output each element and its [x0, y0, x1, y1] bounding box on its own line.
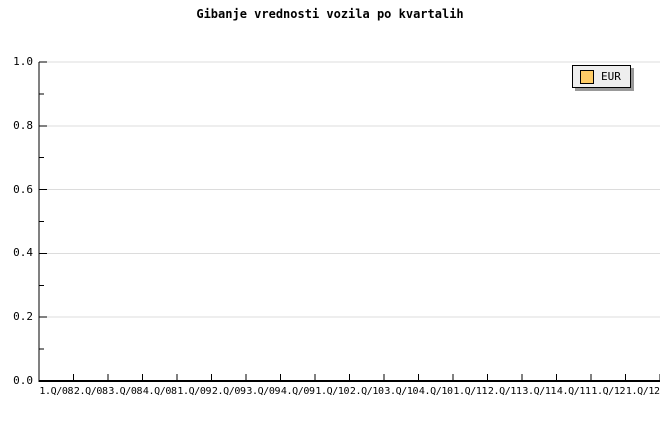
x-tick-label: 1.Q/09: [177, 386, 212, 397]
x-tick-label: 1.Q/12: [625, 386, 660, 397]
y-tick-label: 0.0: [13, 374, 33, 387]
legend-series-label: EUR: [601, 69, 621, 83]
chart-title: Gibanje vrednosti vozila po kvartalih: [196, 7, 464, 21]
legend-swatch-icon: [580, 69, 594, 84]
x-tick-label: 2.Q/11: [487, 386, 522, 397]
x-tick-label: 1.Q/08: [39, 386, 74, 397]
x-tick-label: 1.Q/12: [591, 386, 626, 397]
x-tick-label: 1.Q/11: [453, 386, 488, 397]
x-tick-label: 4.Q/09: [280, 386, 315, 397]
y-tick-label: 0.4: [13, 246, 33, 260]
x-tick-label: 3.Q/10: [384, 386, 419, 397]
x-tick-label: 2.Q/08: [73, 386, 108, 397]
x-tick-label: 2.Q/10: [349, 386, 384, 397]
x-tick-label: 4.Q/08: [142, 386, 177, 397]
x-tick-label: 1.Q/10: [315, 386, 350, 397]
y-tick-label: 0.2: [13, 310, 33, 324]
x-tick-label: 4.Q/11: [556, 386, 591, 397]
legend: EUR: [572, 65, 631, 88]
y-tick-label: 0.8: [13, 118, 33, 132]
y-tick-label: 1.0: [13, 55, 33, 68]
x-tick-label: 4.Q/10: [418, 386, 453, 397]
x-tick-label: 3.Q/09: [246, 386, 281, 397]
x-tick-label: 3.Q/11: [522, 386, 557, 397]
x-tick-label: 3.Q/08: [108, 386, 143, 397]
x-tick-label: 2.Q/09: [211, 386, 246, 397]
y-tick-label: 0.6: [13, 182, 33, 196]
